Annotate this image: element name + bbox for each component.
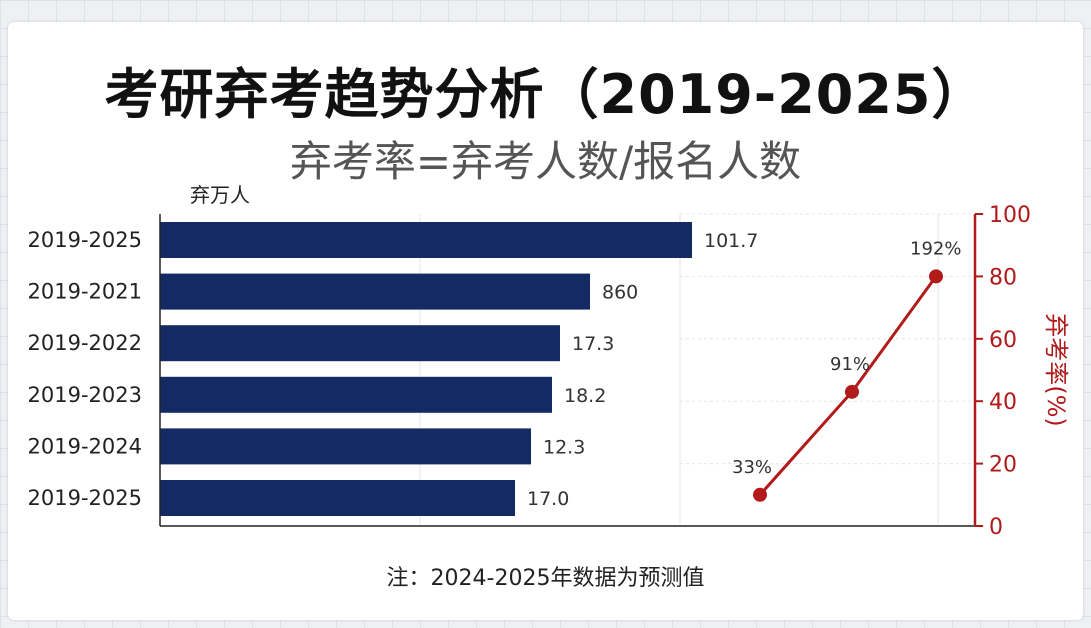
category-label: 2019-2023	[28, 383, 142, 407]
category-label: 2019-2024	[28, 434, 142, 458]
bar-value-label: 860	[602, 282, 638, 304]
right-axis-tick-label: 0	[989, 515, 1003, 540]
bar	[160, 273, 590, 310]
bar	[160, 325, 560, 362]
line-series: 33% 91% 192%	[732, 238, 961, 502]
page-subtitle: 弃考率=弃考人数/报名人数	[289, 137, 802, 186]
bar-value-label: 18.2	[564, 385, 606, 407]
bar	[160, 480, 515, 516]
category-label: 2019-2025	[28, 228, 142, 252]
bar	[160, 376, 552, 413]
bar-series: 101.7 860 17.3 18.2 12.3 17.0	[160, 222, 758, 516]
line-path	[758, 275, 938, 496]
category-label: 2019-2022	[28, 331, 142, 355]
bar	[160, 428, 531, 465]
line-point-label: 192%	[910, 238, 961, 259]
line-point-label: 91%	[830, 354, 870, 375]
bar-value-label: 17.0	[527, 488, 569, 510]
category-label: 2019-2025	[28, 486, 142, 510]
footnote: 注：2024-2025年数据为预测值	[386, 566, 705, 591]
right-axis-tick-label: 100	[989, 203, 1031, 228]
unit-label: 弃万人	[190, 183, 250, 207]
right-axis-tick-label: 40	[989, 390, 1017, 415]
line-point	[845, 384, 859, 399]
right-axis-label: 弃考率(%)	[1042, 313, 1070, 427]
bar-value-label: 12.3	[543, 436, 585, 458]
bar-value-label: 101.7	[704, 230, 758, 252]
right-axis-tick-label: 20	[989, 453, 1017, 478]
gridlines	[419, 213, 975, 526]
page-title: 考研弃考趋势分析（2019-2025）	[104, 63, 987, 126]
bar-value-label: 17.3	[572, 333, 614, 355]
line-point-label: 33%	[732, 457, 772, 478]
line-point	[929, 269, 943, 284]
axes: 弃万人 2019-2025 2019-2021 2019-2022 2019-2023 2…	[28, 183, 1070, 540]
right-axis-tick-label: 80	[989, 265, 1017, 290]
right-axis-tick-label: 60	[989, 328, 1017, 353]
category-label: 2019-2021	[28, 280, 142, 304]
line-point	[753, 487, 767, 502]
bar	[160, 222, 692, 258]
